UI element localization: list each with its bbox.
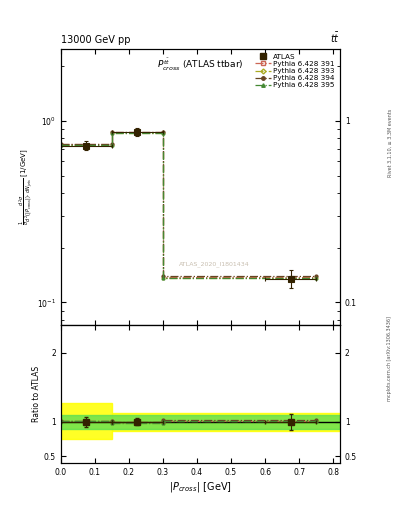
X-axis label: $|P_{cross}|$ [GeV]: $|P_{cross}|$ [GeV] (169, 480, 232, 494)
Bar (112, 413, 340, 431)
Text: Rivet 3.1.10, ≥ 3.3M events: Rivet 3.1.10, ≥ 3.3M events (387, 109, 392, 178)
Y-axis label: $\frac{1}{\sigma}\frac{d^2\sigma}{d^2(|P_{cross}|)\cdot dN_{jets}}$ [1/GeV]: $\frac{1}{\sigma}\frac{d^2\sigma}{d^2(|P… (17, 148, 35, 225)
Bar (61, 403, 112, 439)
Text: mcplots.cern.ch [arXiv:1306.3436]: mcplots.cern.ch [arXiv:1306.3436] (387, 316, 392, 401)
Text: $t\bar{t}$: $t\bar{t}$ (330, 31, 340, 45)
Text: $P^{t\bar{t}}_{cross}$ (ATLAS ttbar): $P^{t\bar{t}}_{cross}$ (ATLAS ttbar) (157, 57, 244, 73)
Legend: ATLAS, Pythia 6.428 391, Pythia 6.428 393, Pythia 6.428 394, Pythia 6.428 395: ATLAS, Pythia 6.428 391, Pythia 6.428 39… (253, 52, 336, 90)
Y-axis label: Ratio to ATLAS: Ratio to ATLAS (32, 366, 41, 422)
Text: ATLAS_2020_I1801434: ATLAS_2020_I1801434 (179, 262, 250, 267)
Text: 13000 GeV pp: 13000 GeV pp (61, 35, 130, 45)
Bar (61, 415, 340, 429)
